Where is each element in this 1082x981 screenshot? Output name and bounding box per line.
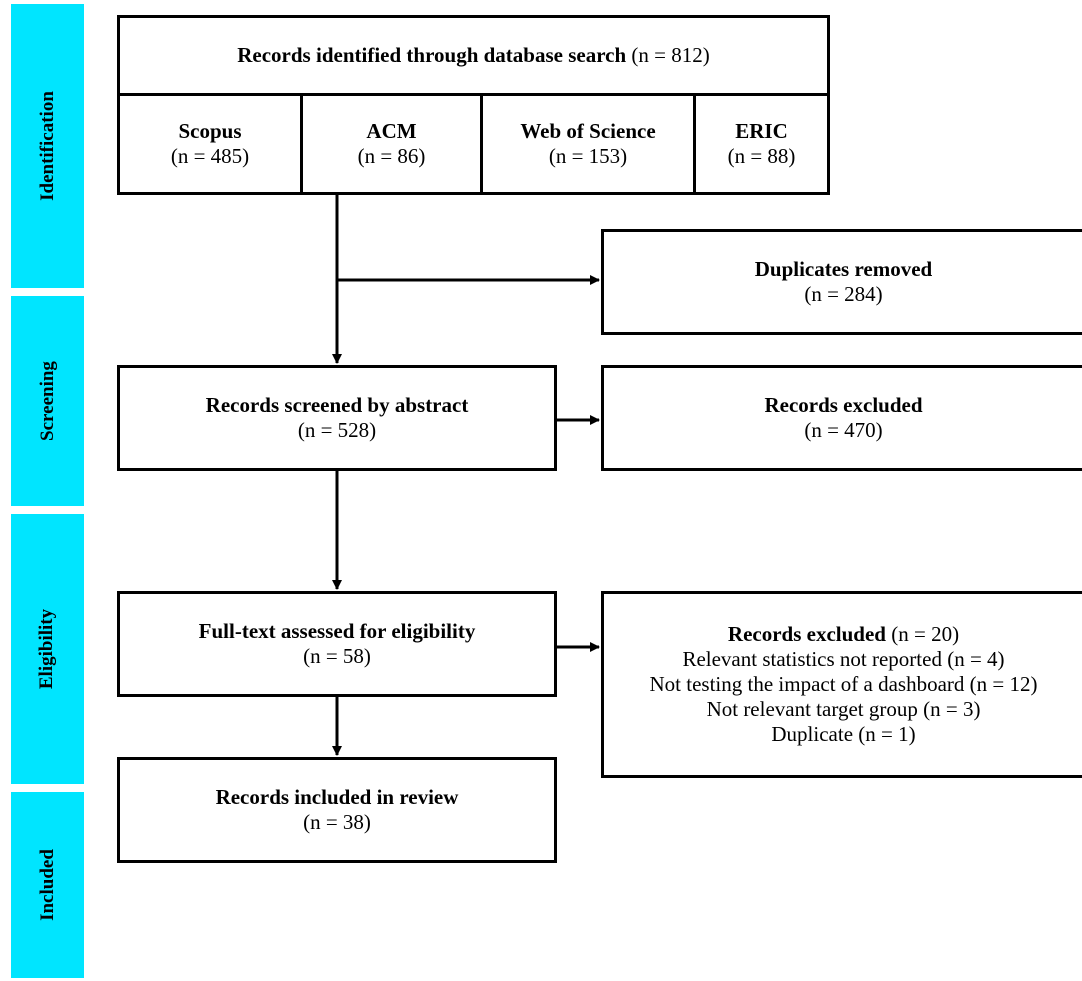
database-sources-box: Scopus (n = 485) ACM (n = 86) Web of Sci… [117,93,830,195]
included-count: (n = 38) [303,810,371,834]
phase-included: Included [11,792,84,978]
source-eric-name: ERIC [735,118,788,143]
fulltext-count: (n = 58) [303,644,371,668]
records-identified-text: Records identified through database sear… [237,43,710,68]
phase-identification: Identification [11,4,84,288]
source-scopus-count: (n = 485) [170,144,250,168]
source-acm-count: (n = 86) [357,144,426,168]
excluded-abstract-title: Records excluded [764,392,923,417]
excluded-abstract-count: (n = 470) [804,418,883,442]
duplicates-count: (n = 284) [804,282,883,306]
records-excluded-fulltext-box: Records excluded (n = 20) Relevant stati… [601,591,1082,778]
screened-count: (n = 528) [297,418,377,442]
records-screened-box: Records screened by abstract (n = 528) [117,365,557,471]
excluded-fulltext-count: (n = 20) [891,621,960,646]
source-eric-count: (n = 88) [727,144,796,168]
source-acm: ACM (n = 86) [303,96,483,192]
source-wos-name: Web of Science [520,118,656,143]
screened-title: Records screened by abstract [205,392,469,417]
excluded-fulltext-heading: Records excluded (n = 20) [728,622,959,647]
fulltext-title: Full-text assessed for eligibility [198,618,476,643]
exclusion-reason: Not testing the impact of a dashboard (n… [649,671,1038,696]
fulltext-assessed-box: Full-text assessed for eligibility (n = … [117,591,557,697]
exclusion-reason: Duplicate (n = 1) [771,722,916,747]
exclusion-reason: Not relevant target group (n = 3) [706,697,981,722]
duplicates-title: Duplicates removed [754,256,933,281]
source-web-of-science: Web of Science (n = 153) [483,96,696,192]
duplicates-removed-box: Duplicates removed (n = 284) [601,229,1082,335]
included-title: Records included in review [215,784,459,809]
source-wos-count: (n = 153) [548,144,628,168]
source-eric: ERIC (n = 88) [696,96,827,192]
records-identified-box: Records identified through database sear… [117,15,830,96]
source-scopus-name: Scopus [178,118,242,143]
excluded-fulltext-title: Records excluded [727,621,886,646]
records-identified-title: Records identified through database sear… [237,42,627,67]
records-included-box: Records included in review (n = 38) [117,757,557,863]
records-identified-count: (n = 812) [631,42,710,67]
records-excluded-abstract-box: Records excluded (n = 470) [601,365,1082,471]
source-scopus: Scopus (n = 485) [120,96,303,192]
exclusion-reason: Relevant statistics not reported (n = 4) [682,646,1005,671]
phase-screening: Screening [11,296,84,506]
phase-eligibility: Eligibility [11,514,84,784]
source-acm-name: ACM [366,118,417,143]
